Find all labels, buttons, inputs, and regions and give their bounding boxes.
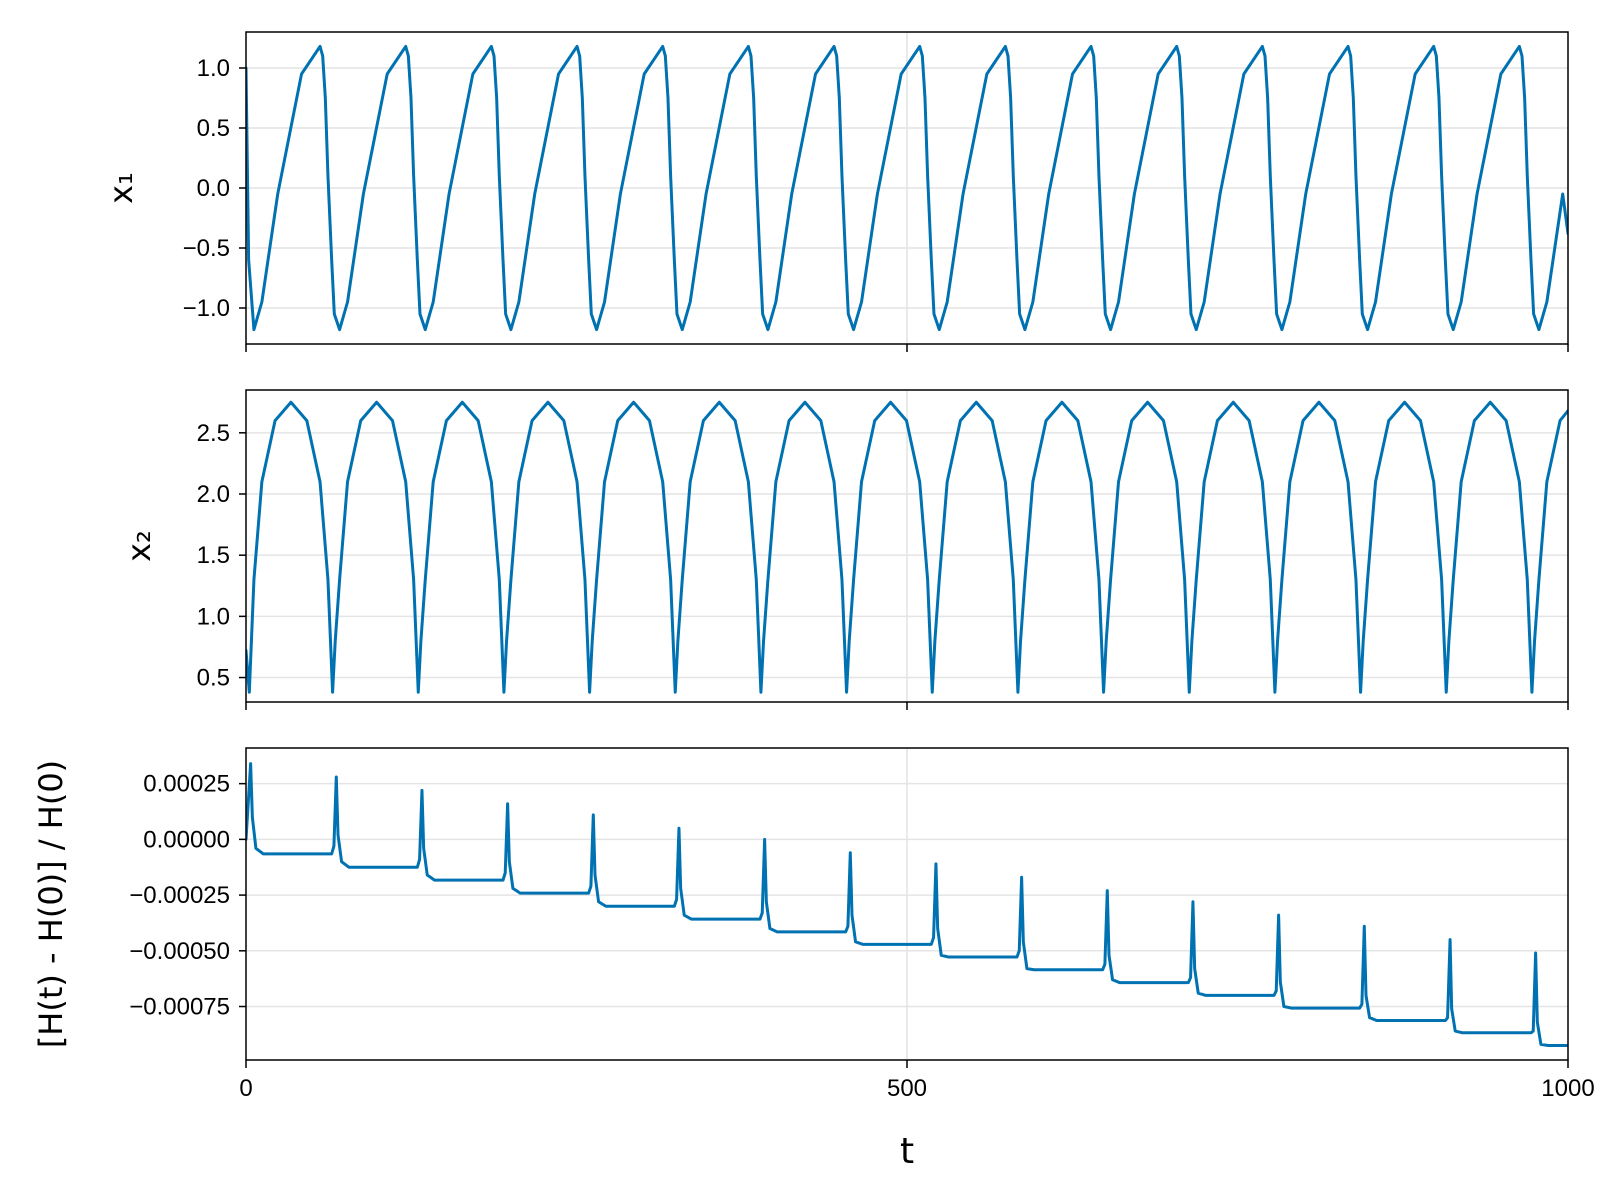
panel-x2: 2.5 2.0 1.5 1.0 0.5 x₂: [120, 389, 1569, 710]
y-tick-label: 2.0: [197, 481, 230, 508]
plot-frame: [245, 31, 1569, 345]
x-tick-label: 500: [887, 1075, 927, 1102]
y-tick-label: 0.0: [197, 175, 230, 202]
y-tick-label: 1.0: [197, 55, 230, 82]
x-tick-label: 1000: [1541, 1075, 1594, 1102]
y-tick-label: −1.0: [183, 295, 230, 322]
series-line: [246, 44, 1568, 332]
y-tick-label: −0.00075: [129, 994, 230, 1021]
panel-x1: 1.0 0.5 0.0 −0.5 −1.0 x₁: [102, 31, 1569, 352]
y-tick-label: 0.5: [197, 665, 230, 692]
y-axis-label: x₁: [102, 172, 140, 204]
panel-energy-error: 0.00025 0.00000 −0.00025 −0.00050 −0.00075 0 5…: [32, 747, 1595, 1102]
y-tick-label: −0.00025: [129, 882, 230, 909]
x-axis-label: t: [900, 1131, 914, 1172]
y-tick-label: 1.5: [197, 542, 230, 569]
y-axis-label: x₂: [120, 530, 158, 562]
series-line: [246, 762, 1568, 1048]
series-line: [246, 400, 1568, 694]
y-tick-label: −0.5: [183, 235, 230, 262]
plot-frame: [245, 747, 1569, 1061]
plot-frame: [245, 389, 1569, 703]
y-tick-label: 0.00025: [143, 771, 230, 798]
x-tick-label: 0: [239, 1075, 252, 1102]
y-tick-label: 2.5: [197, 420, 230, 447]
y-tick-label: 0.00000: [143, 826, 230, 853]
y-tick-label: −0.00050: [129, 938, 230, 965]
y-tick-label: 0.5: [197, 115, 230, 142]
y-axis-label: [H(t) - H(0)] / H(0): [32, 760, 70, 1048]
y-tick-label: 1.0: [197, 603, 230, 630]
